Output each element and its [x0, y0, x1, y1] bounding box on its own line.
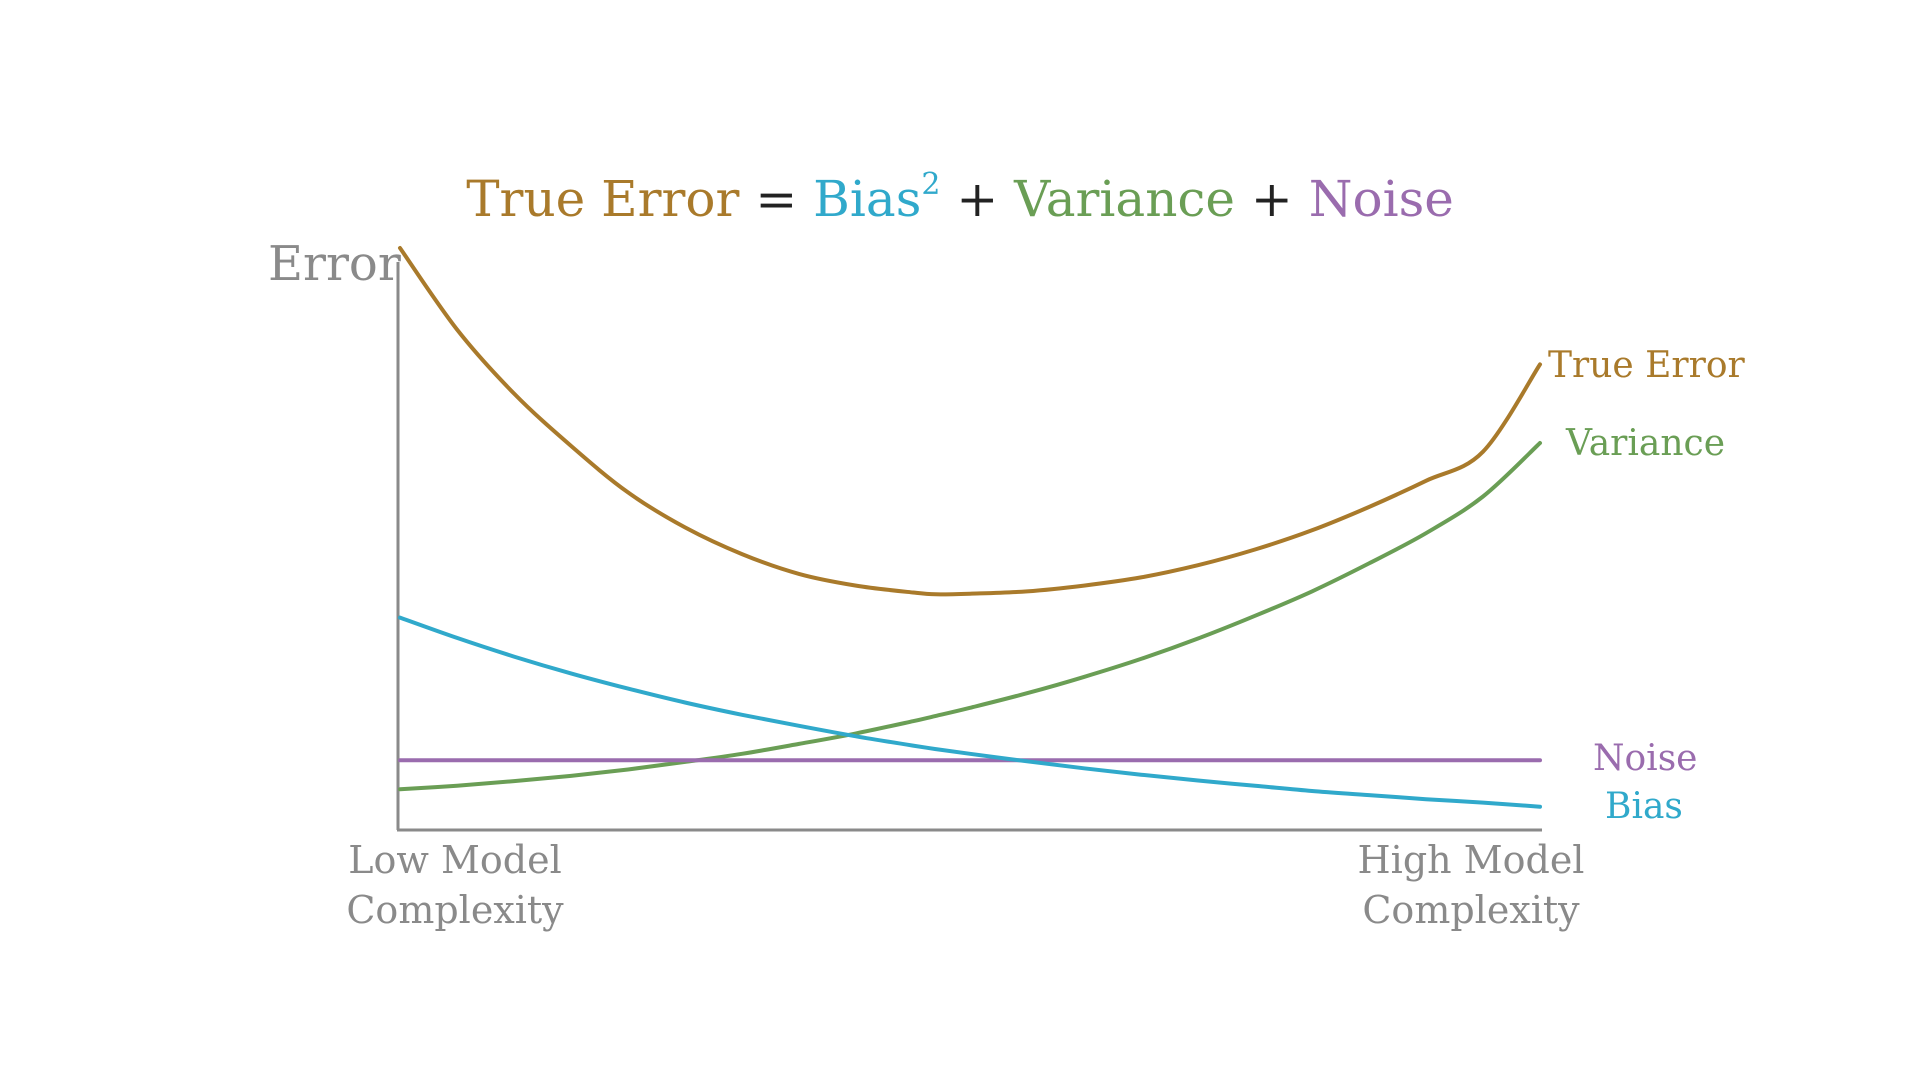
- x-high-line-2: Complexity: [1362, 888, 1580, 932]
- series-layer: [398, 246, 1542, 809]
- variance-label: Variance: [1566, 423, 1725, 464]
- equation-noise: Noise: [1308, 170, 1454, 228]
- variance-curve: [398, 441, 1542, 792]
- equation-plus-2: +: [1250, 170, 1293, 228]
- y-axis-title: Error: [268, 236, 401, 292]
- x-axis-low-label: Low Model Complexity: [330, 835, 580, 935]
- x-axis-high-label: High Model Complexity: [1346, 835, 1596, 935]
- x-high-line-1: High Model: [1357, 838, 1585, 882]
- equation-plus-1: +: [956, 170, 999, 228]
- bias-label: Bias: [1605, 786, 1683, 827]
- equation-true-error: True Error: [466, 170, 740, 228]
- true-error-curve: [398, 246, 1542, 597]
- equation-bias-exponent: 2: [921, 167, 941, 202]
- equation-equals: =: [755, 170, 798, 228]
- bias-curve: [398, 615, 1542, 809]
- noise-label: Noise: [1593, 738, 1698, 779]
- x-low-line-2: Complexity: [346, 888, 564, 932]
- true-error-label: True Error: [1548, 345, 1745, 386]
- equation-title: True Error = Bias2 + Variance + Noise: [0, 167, 1920, 229]
- x-low-line-1: Low Model: [348, 838, 562, 882]
- equation-bias: Bias: [813, 170, 922, 228]
- equation-variance: Variance: [1014, 170, 1235, 228]
